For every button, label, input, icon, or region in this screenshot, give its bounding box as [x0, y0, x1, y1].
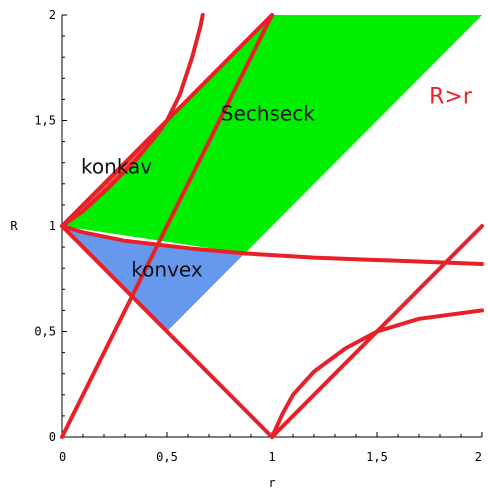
curve-7 [270, 308, 484, 439]
x-tick-label: 0 [59, 450, 66, 464]
x-tick-label: 2 [475, 450, 482, 464]
annotation-konkav: konkav [81, 154, 152, 178]
y-tick-label: 1,5 [34, 114, 56, 128]
region-konvex [62, 226, 245, 332]
curve-5 [60, 224, 484, 266]
annotations: Sechseck konkav konvex R>r [81, 85, 473, 282]
x-tick-label: 0,5 [156, 450, 178, 464]
tick-labels: 0 0,5 1 1,5 2 0 0,5 1 1,5 2 [34, 8, 482, 464]
curves [60, 13, 484, 439]
curve-6 [60, 13, 205, 228]
x-tick-label: 1,5 [366, 450, 388, 464]
y-tick-label: 0 [49, 430, 56, 444]
y-axis-label: R [10, 219, 18, 233]
x-tick-label: 1 [268, 450, 275, 464]
annotation-r-r: R>r [429, 85, 473, 110]
y-tick-label: 2 [49, 8, 56, 22]
y-tick-label: 1 [49, 219, 56, 233]
y-tick-label: 0,5 [34, 325, 56, 339]
curve-1 [60, 13, 274, 439]
region-sechseck [62, 15, 482, 254]
curve-3 [60, 224, 274, 439]
annotation-konvex: konvex [131, 258, 203, 282]
annotation-sechseck: Sechseck [221, 102, 315, 126]
x-axis-label: r [268, 476, 275, 490]
